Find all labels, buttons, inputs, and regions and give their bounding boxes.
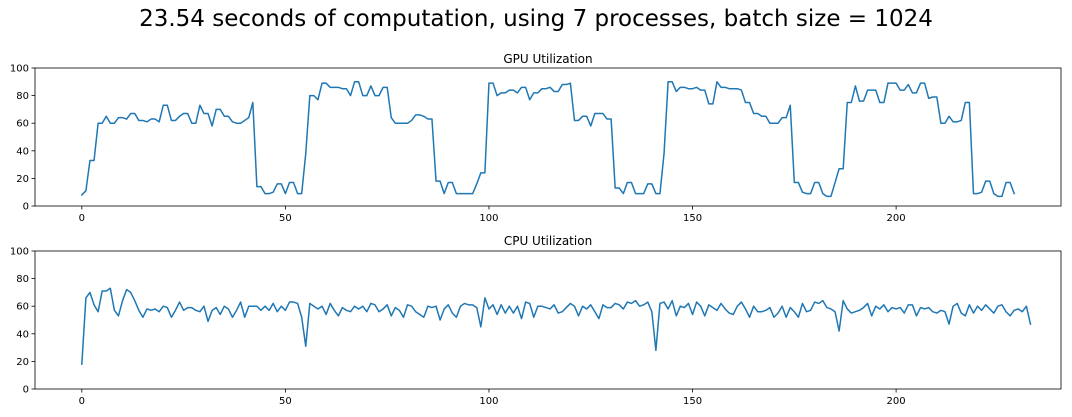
- cpu-series-layer: [81, 287, 1032, 365]
- gpu-x-tick-label-0: 0: [79, 213, 85, 224]
- gpu-y-axis: 0 20 40 60 80 100: [10, 64, 35, 213]
- gpu-y-tick-label-2: 40: [16, 146, 29, 157]
- gpu-x-tick-label-2: 100: [479, 213, 498, 224]
- cpu-y-tick-label-2: 40: [16, 329, 29, 340]
- gpu-plot-title: GPU Utilization: [503, 52, 592, 66]
- gpu-y-tick-label-4: 80: [16, 91, 29, 102]
- gpu-x-axis: 0 50 100 150 200: [79, 206, 906, 224]
- cpu-axes-frame: [34, 250, 1062, 390]
- figure-title: 23.54 seconds of computation, using 7 pr…: [139, 6, 933, 32]
- gpu-y-tick-label-3: 60: [16, 119, 29, 130]
- gpu-series-layer: [80, 81, 1016, 198]
- gpu-utilization-plot: GPU Utilization 0 50 100 150 200 0 20 40 60 80 10…: [10, 52, 1062, 224]
- gpu-x-tick-label-3: 150: [683, 213, 702, 224]
- cpu-x-tick-label-1: 50: [279, 396, 292, 407]
- cpu-x-tick-label-3: 150: [683, 396, 702, 407]
- cpu-x-axis: 0 50 100 150 200: [79, 389, 906, 407]
- gpu-y-tick-label-5: 100: [10, 64, 29, 75]
- cpu-plot-title: CPU Utilization: [504, 234, 592, 248]
- cpu-y-tick-label-1: 20: [16, 357, 29, 368]
- cpu-y-tick-label-4: 80: [16, 274, 29, 285]
- cpu-utilization-plot: CPU Utilization 0 50 100 150 200 0 20 40 60 80 10…: [10, 234, 1062, 407]
- cpu-y-tick-label-3: 60: [16, 302, 29, 313]
- cpu-x-tick-label-4: 200: [887, 396, 906, 407]
- gpu-x-tick-label-1: 50: [279, 213, 292, 224]
- cpu-y-tick-label-5: 100: [10, 247, 29, 258]
- cpu-y-tick-label-0: 0: [23, 385, 29, 396]
- gpu-axes-frame: [34, 67, 1062, 207]
- gpu-x-tick-label-4: 200: [887, 213, 906, 224]
- gpu-y-tick-label-0: 0: [23, 202, 29, 213]
- gpu-series-line-0: [80, 81, 1016, 198]
- cpu-x-tick-label-0: 0: [79, 396, 85, 407]
- cpu-y-axis: 0 20 40 60 80 100: [10, 247, 35, 396]
- gpu-y-tick-label-1: 20: [16, 174, 29, 185]
- cpu-x-tick-label-2: 100: [479, 396, 498, 407]
- cpu-series-line-0: [81, 287, 1032, 365]
